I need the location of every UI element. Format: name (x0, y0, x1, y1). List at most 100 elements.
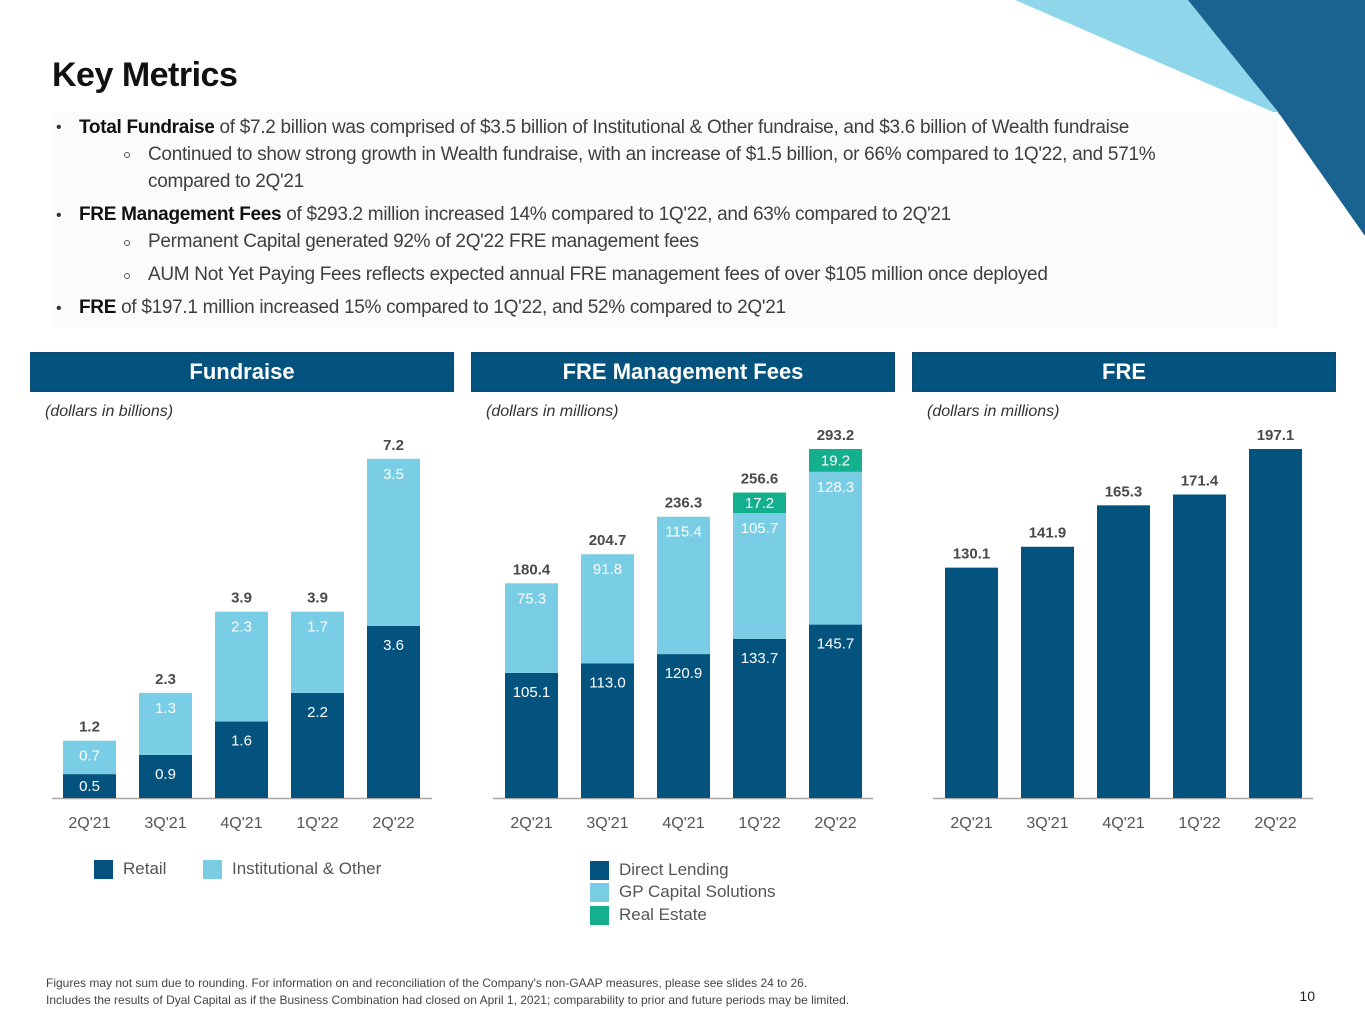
fre-mgmt-fees-bar-real-estate (733, 492, 786, 514)
fre-mgmt-fees-segment-label: 113.0 (589, 674, 625, 691)
fundraise-bar-retail (291, 692, 344, 798)
fre-total-label: 130.1 (953, 546, 991, 563)
fundraise-segment-label: 1.6 (231, 733, 252, 750)
fre-mgmt-fees-bar-gp-capital-solutions (733, 513, 786, 639)
legend-label: Direct Lending (619, 860, 729, 879)
key-metrics-bullets: • Total Fundraise of $7.2 billion was co… (52, 112, 1278, 328)
fundraise-total-label: 3.9 (307, 590, 328, 607)
fre-header: FRE (912, 352, 1336, 392)
fre-units: (dollars in millions) (927, 403, 1060, 420)
fre-bar-fre (1021, 546, 1074, 798)
fre-mgmt-fees-bar-gp-capital-solutions (657, 516, 710, 655)
fre-mgmt-fees-segment-label: 120.9 (665, 665, 703, 682)
legend-gp-capital-solutions: GP Capital Solutions (590, 882, 776, 902)
fundraise-segment-label: 1.7 (307, 619, 328, 636)
fundraise-bar-retail (63, 774, 116, 798)
fre-mgmt-fees-x-tick-label: 1Q'22 (738, 815, 780, 832)
legend-swatch-direct-lending (590, 860, 609, 880)
fundraise-segment-label: 0.5 (79, 778, 100, 795)
legend-label: GP Capital Solutions (619, 882, 776, 901)
fre-total-label: 171.4 (1181, 473, 1219, 490)
bullet-dot: • (56, 119, 62, 136)
fundraise-segment-label: 0.9 (155, 766, 176, 783)
fundraise-total-label: 2.3 (155, 671, 176, 688)
legend-retail: Retail (94, 859, 166, 879)
fre-mgmt-fees-segment-label: 19.2 (821, 452, 850, 469)
fundraise-total-label: 1.2 (79, 719, 100, 736)
fre-management-fees-header: FRE Management Fees (471, 352, 895, 392)
fre-mgmt-fees-bar-direct-lending (809, 624, 862, 798)
fre-mgmt-fees-segment-label: 105.7 (741, 520, 779, 537)
fre-mgmt-fees-bar-real-estate (809, 449, 862, 472)
fundraise-bar-retail (367, 626, 420, 798)
fre-mgmt-fees-segment-label: 115.4 (665, 524, 701, 541)
fundraise-segment-label: 2.2 (307, 704, 328, 721)
fre-x-tick-label: 2Q'21 (950, 815, 992, 832)
sub-bullet-wealth-growth-cont: compared to 2Q'21 (148, 171, 304, 192)
fre-mgmt-fees-bar-gp-capital-solutions (809, 471, 862, 625)
fre-mgmt-fees-segment-label: 105.1 (513, 684, 551, 701)
fundraise-x-tick-label: 4Q'21 (220, 815, 262, 832)
fundraise-bar-institutional-other (63, 740, 116, 775)
legend-swatch-gp-capital-solutions (590, 882, 609, 902)
fre-mgmt-fees-x-tick-label: 2Q'22 (814, 815, 856, 832)
sub-bullet-dot (124, 152, 130, 158)
fre-mgmt-fees-segment-label: 17.2 (745, 495, 774, 512)
fre-total-label: 197.1 (1257, 427, 1295, 444)
fre-total-label: 165.3 (1105, 483, 1143, 500)
fre-mgmt-fees-bar-direct-lending (733, 638, 786, 798)
fundraise-segment-label: 2.3 (231, 619, 252, 636)
fre-bar-fre (1173, 494, 1226, 798)
fre-mgmt-fees-bar-gp-capital-solutions (505, 583, 558, 673)
fre-mgmt-fees-segment-label: 75.3 (517, 590, 546, 607)
bullet-bold: FRE (79, 297, 117, 318)
fre-bar-fre (1249, 449, 1302, 798)
fundraise-bar-institutional-other (291, 611, 344, 693)
bullet-fre-management-fees: FRE Management Fees of $293.2 million in… (79, 204, 951, 226)
fre-mgmt-fees-total-label: 236.3 (665, 495, 703, 512)
sub-bullet-dot (124, 240, 130, 246)
legend-real-estate: Real Estate (590, 905, 707, 925)
fundraise-total-label: 7.2 (383, 437, 404, 454)
bullet-dot: • (56, 300, 62, 317)
page-title: Key Metrics (52, 56, 238, 94)
fundraise-segment-label: 1.3 (155, 700, 176, 717)
fundraise-segment-label: 3.6 (383, 637, 404, 654)
bullet-dot: • (56, 207, 62, 224)
fre-bar-fre (1097, 505, 1150, 798)
bullet-text: of $7.2 billion was comprised of $3.5 bi… (214, 117, 1130, 138)
fre-bar-fre (945, 567, 998, 798)
legend-swatch-institutional (203, 859, 222, 879)
fre-x-tick-label: 3Q'21 (1026, 815, 1068, 832)
fre-x-tick-label: 4Q'21 (1102, 815, 1144, 832)
bullet-total-fundraise: Total Fundraise of $7.2 billion was comp… (79, 117, 1129, 139)
fre-mgmt-fees-x-tick-label: 3Q'21 (586, 815, 628, 832)
page-number: 10 (1299, 988, 1315, 1004)
legend-swatch-real-estate (590, 905, 609, 925)
fre-mgmt-fees-bar-direct-lending (505, 672, 558, 798)
bullet-bold: FRE Management Fees (79, 204, 282, 225)
bullet-fre: FRE of $197.1 million increased 15% comp… (79, 297, 786, 319)
fre-mgmt-fees-bar-direct-lending (657, 654, 710, 798)
sub-bullet-aum-not-paying: AUM Not Yet Paying Fees reflects expecte… (148, 264, 1048, 285)
fre-x-tick-label: 1Q'22 (1178, 815, 1220, 832)
fre-total-label: 141.9 (1029, 525, 1067, 542)
bullet-text: of $293.2 million increased 14% compared… (281, 204, 951, 225)
fre-mgmt-fees-segment-label: 91.8 (593, 561, 622, 578)
sub-bullet-dot (124, 273, 130, 279)
fre-mgmt-fees-total-label: 256.6 (741, 471, 779, 488)
legend-swatch-retail (94, 859, 113, 879)
fre-x-tick-label: 2Q'22 (1254, 815, 1296, 832)
fre-mgmt-fees-segment-label: 145.7 (817, 636, 855, 653)
fundraise-x-tick-label: 2Q'22 (372, 815, 414, 832)
fundraise-header: Fundraise (30, 352, 454, 392)
legend-label: Real Estate (619, 905, 707, 924)
fre-management-fees-units: (dollars in millions) (486, 403, 619, 420)
footnote-rounding: Figures may not sum due to rounding. For… (46, 976, 808, 990)
fundraise-segment-label: 3.5 (383, 466, 404, 483)
fre-mgmt-fees-x-tick-label: 4Q'21 (662, 815, 704, 832)
fundraise-segment-label: 0.7 (79, 748, 100, 765)
legend-label: Institutional & Other (232, 859, 382, 878)
fre-mgmt-fees-total-label: 293.2 (817, 427, 855, 444)
